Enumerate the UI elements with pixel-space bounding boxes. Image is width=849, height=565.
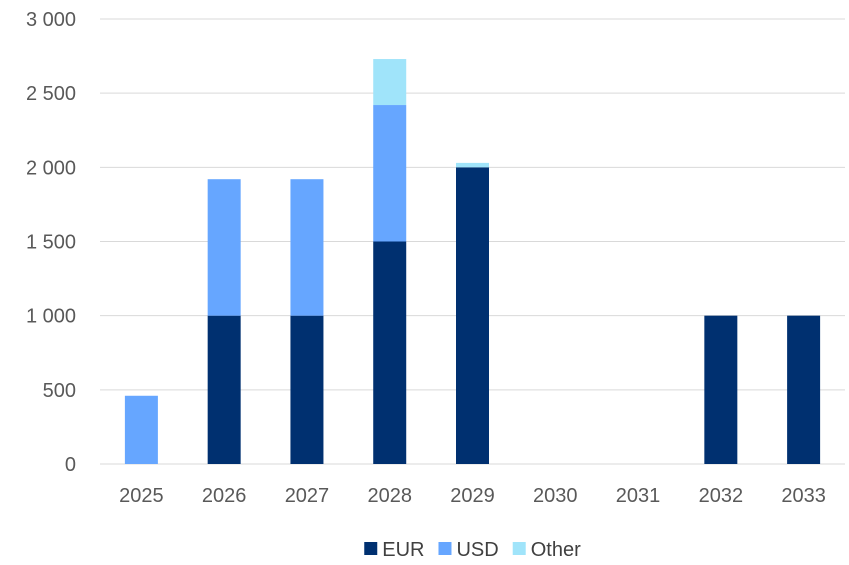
legend-swatch-usd xyxy=(438,542,452,555)
x-tick-label: 2029 xyxy=(450,485,495,507)
y-axis-labels: 0 500 1 000 1 500 2 000 2 500 3 000 xyxy=(26,9,76,476)
bar-eur-2026 xyxy=(207,315,241,464)
y-tick-label: 500 xyxy=(43,380,76,402)
y-tick-label: 2 000 xyxy=(26,157,76,179)
bars xyxy=(124,59,821,465)
y-tick-label: 1 500 xyxy=(26,232,76,254)
y-tick-label: 2 500 xyxy=(26,83,76,105)
legend-swatch-eur xyxy=(364,542,378,555)
legend-label-usd: USD xyxy=(456,539,498,561)
bar-usd-2025 xyxy=(124,395,158,464)
bar-usd-2027 xyxy=(290,179,324,316)
bar-eur-2028 xyxy=(373,241,407,464)
bar-other-2029 xyxy=(456,162,489,168)
x-tick-label: 2025 xyxy=(119,485,164,507)
legend-label-other: Other xyxy=(531,539,581,561)
x-tick-label: 2031 xyxy=(616,485,661,507)
bar-usd-2028 xyxy=(373,105,407,242)
bar-eur-2033 xyxy=(787,315,821,464)
legend-label-eur: EUR xyxy=(382,539,424,561)
bar-eur-2032 xyxy=(704,315,738,464)
x-tick-label: 2033 xyxy=(781,485,826,507)
x-tick-label: 2030 xyxy=(533,485,578,507)
x-tick-label: 2032 xyxy=(699,485,744,507)
bar-usd-2026 xyxy=(207,179,241,316)
y-tick-label: 3 000 xyxy=(26,9,76,31)
x-tick-label: 2028 xyxy=(367,485,412,507)
x-tick-label: 2026 xyxy=(202,485,247,507)
legend: EUR USD Other xyxy=(364,539,581,561)
bar-other-2028 xyxy=(373,59,407,106)
y-tick-label: 0 xyxy=(65,454,76,476)
x-axis-labels: 2025 2026 2027 2028 2029 2030 2031 2032 2033 xyxy=(119,485,826,507)
legend-swatch-other xyxy=(512,542,526,555)
x-tick-label: 2027 xyxy=(285,485,330,507)
bar-eur-2029 xyxy=(456,167,489,465)
bar-eur-2027 xyxy=(290,315,324,464)
y-tick-label: 1 000 xyxy=(26,306,76,328)
